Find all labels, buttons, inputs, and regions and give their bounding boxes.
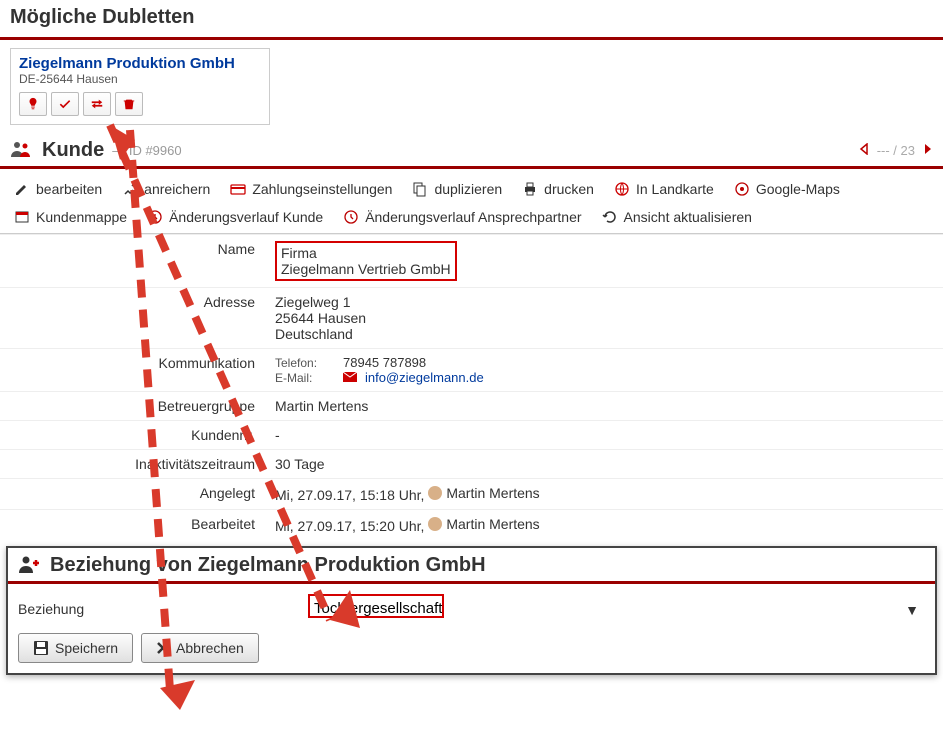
save-button[interactable]: Speichern — [18, 633, 133, 663]
tb-enrich-label: anreichern — [144, 181, 210, 197]
edited-label: Bearbeitet — [0, 516, 275, 534]
tb-dossier-label: Kundenmappe — [36, 209, 127, 225]
email-key: E-Mail: — [275, 371, 335, 385]
pager-prev-icon[interactable] — [859, 143, 869, 158]
check-icon-button[interactable] — [51, 92, 79, 116]
comm-label: Kommunikation — [0, 355, 275, 385]
relation-title: Beziehung von Ziegelmann Produktion GmbH — [50, 554, 486, 577]
edited-user: Martin Mertens — [446, 516, 539, 532]
record-type: Kunde — [42, 139, 104, 162]
save-label: Speichern — [55, 640, 118, 656]
tb-refresh[interactable]: Ansicht aktualisieren — [592, 203, 762, 231]
name-label: Name — [0, 241, 275, 281]
group-label: Betreuergruppe — [0, 398, 275, 414]
pager-position: --- / 23 — [877, 143, 915, 158]
address-street: Ziegelweg 1 — [275, 294, 943, 310]
tb-gmaps[interactable]: Google-Maps — [724, 175, 850, 203]
record-id: — ID #9960 — [112, 143, 181, 158]
mail-icon — [343, 370, 357, 385]
duplicate-location: DE-25644 Hausen — [19, 72, 261, 86]
tb-dossier[interactable]: Kundenmappe — [4, 203, 137, 231]
created-label: Angelegt — [0, 485, 275, 503]
inactive-label: Inaktivitätszeitraum — [0, 456, 275, 472]
tb-duplicate[interactable]: duplizieren — [402, 175, 512, 203]
address-country: Deutschland — [275, 326, 943, 342]
relation-field-label: Beziehung — [18, 601, 308, 617]
pager: --- / 23 — [859, 143, 933, 158]
trash-icon-button[interactable] — [115, 92, 143, 116]
duplicate-company-link[interactable]: Ziegelmann Produktion GmbH — [19, 55, 235, 72]
tb-history-customer-label: Änderungsverlauf Kunde — [169, 209, 323, 225]
name-value: Ziegelmann Vertrieb GmbH — [281, 261, 451, 277]
pager-next-icon[interactable] — [923, 143, 933, 158]
created-user: Martin Mertens — [446, 485, 539, 501]
cancel-label: Abbrechen — [176, 640, 244, 656]
cancel-button[interactable]: Abbrechen — [141, 633, 259, 663]
phone-key: Telefon: — [275, 356, 335, 370]
tb-history-customer[interactable]: Änderungsverlauf Kunde — [137, 203, 333, 231]
tb-map-label: In Landkarte — [636, 181, 714, 197]
email-link[interactable]: info@ziegelmann.de — [365, 370, 484, 385]
relation-icon — [18, 554, 40, 577]
name-highlight: Firma Ziegelmann Vertrieb GmbH — [275, 241, 457, 281]
swap-icon-button[interactable] — [83, 92, 111, 116]
people-icon — [10, 139, 32, 162]
duplicate-card: Ziegelmann Produktion GmbH DE-25644 Haus… — [10, 48, 270, 125]
name-type: Firma — [281, 245, 317, 261]
tb-payment-label: Zahlungseinstellungen — [252, 181, 392, 197]
tb-history-contact[interactable]: Änderungsverlauf Ansprechpartner — [333, 203, 591, 231]
created-date: Mi, 27.09.17, 15:18 Uhr, — [275, 487, 424, 503]
tb-refresh-label: Ansicht aktualisieren — [624, 209, 752, 225]
tb-map[interactable]: In Landkarte — [604, 175, 724, 203]
custno-value: - — [275, 427, 943, 443]
relation-panel: Beziehung von Ziegelmann Produktion GmbH… — [6, 546, 937, 675]
address-city: 25644 Hausen — [275, 310, 943, 326]
tb-gmaps-label: Google-Maps — [756, 181, 840, 197]
bulb-icon-button[interactable] — [19, 92, 47, 116]
page-title: Mögliche Dubletten — [0, 0, 943, 40]
avatar-icon — [428, 486, 442, 500]
phone-value: 78945 787898 — [343, 355, 426, 370]
tb-payment[interactable]: Zahlungseinstellungen — [220, 175, 402, 203]
record-header: Kunde — ID #9960 --- / 23 — [0, 133, 943, 169]
tb-enrich[interactable]: anreichern — [112, 175, 220, 203]
address-label: Adresse — [0, 294, 275, 342]
avatar-icon — [428, 517, 442, 531]
tb-edit-label: bearbeiten — [36, 181, 102, 197]
toolbar: bearbeiten anreichern Zahlungseinstellun… — [0, 169, 943, 233]
tb-duplicate-label: duplizieren — [434, 181, 502, 197]
edited-date: Mi, 27.09.17, 15:20 Uhr, — [275, 518, 424, 534]
tb-edit[interactable]: bearbeiten — [4, 175, 112, 203]
relation-select[interactable]: Tochtergesellschaft — [308, 596, 925, 621]
inactive-value: 30 Tage — [275, 456, 943, 472]
custno-label: Kundennr. — [0, 427, 275, 443]
group-value: Martin Mertens — [275, 398, 943, 414]
tb-print[interactable]: drucken — [512, 175, 604, 203]
detail-list: Name Firma Ziegelmann Vertrieb GmbH Adre… — [0, 234, 943, 540]
tb-print-label: drucken — [544, 181, 594, 197]
tb-history-contact-label: Änderungsverlauf Ansprechpartner — [365, 209, 581, 225]
